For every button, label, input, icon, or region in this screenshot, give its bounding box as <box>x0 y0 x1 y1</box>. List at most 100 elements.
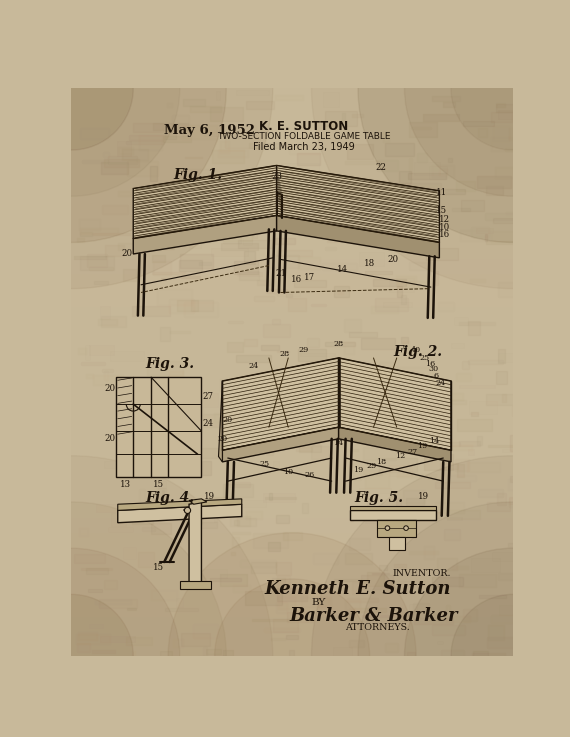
Text: K. E. SUTTON: K. E. SUTTON <box>259 120 348 133</box>
Bar <box>167 102 172 107</box>
Bar <box>146 361 182 375</box>
Bar <box>492 552 518 561</box>
Bar <box>230 482 250 487</box>
Bar <box>111 513 126 526</box>
Bar <box>288 650 294 659</box>
Bar <box>220 574 247 586</box>
Bar <box>182 125 217 139</box>
Bar <box>502 449 523 452</box>
Bar <box>509 128 524 141</box>
Text: INVENTOR.: INVENTOR. <box>393 569 451 578</box>
Bar <box>142 209 148 217</box>
Bar <box>478 489 503 497</box>
Bar <box>491 615 524 624</box>
Bar <box>203 414 231 427</box>
Circle shape <box>0 0 273 289</box>
Bar <box>344 319 361 332</box>
Circle shape <box>0 502 226 737</box>
Text: 10: 10 <box>439 223 450 231</box>
Bar <box>157 290 192 304</box>
Bar <box>473 651 487 663</box>
Bar <box>88 589 102 592</box>
Text: 19: 19 <box>418 492 429 501</box>
Bar <box>118 147 133 155</box>
Text: 15: 15 <box>153 563 164 572</box>
Text: 18: 18 <box>364 259 375 268</box>
Bar <box>396 498 401 513</box>
Bar <box>241 419 265 433</box>
Bar <box>435 502 465 513</box>
Bar <box>363 615 397 617</box>
Bar <box>223 234 242 242</box>
Text: 15: 15 <box>436 206 447 214</box>
Bar <box>487 502 510 511</box>
Bar <box>162 491 164 495</box>
Bar <box>86 345 90 360</box>
Bar <box>212 150 244 163</box>
Bar <box>378 565 386 570</box>
Bar <box>286 294 292 297</box>
Bar <box>432 577 463 586</box>
Bar <box>443 529 461 540</box>
Bar <box>354 608 385 612</box>
Bar <box>363 447 396 460</box>
Text: Fig. 1.: Fig. 1. <box>173 168 223 182</box>
Bar <box>402 490 425 503</box>
Bar <box>311 304 325 306</box>
Bar <box>461 200 484 211</box>
Bar <box>110 351 144 360</box>
Bar <box>414 618 453 624</box>
Text: 25: 25 <box>420 354 430 362</box>
Bar <box>269 493 272 500</box>
Bar <box>127 608 136 609</box>
Bar <box>378 395 390 397</box>
Bar <box>82 568 112 570</box>
Circle shape <box>404 525 408 531</box>
Text: 12: 12 <box>396 453 406 461</box>
Bar <box>294 280 326 287</box>
Bar <box>137 552 154 567</box>
Bar <box>263 324 290 337</box>
Text: Fig. 2.: Fig. 2. <box>393 345 442 359</box>
Bar <box>118 191 131 197</box>
Bar <box>272 318 280 324</box>
Bar <box>210 189 244 200</box>
Circle shape <box>168 533 416 737</box>
Text: Filed March 23, 1949: Filed March 23, 1949 <box>253 142 355 152</box>
Bar <box>390 581 425 584</box>
Bar <box>231 552 234 555</box>
Bar <box>151 590 177 600</box>
Bar <box>375 298 408 311</box>
Bar <box>462 360 469 369</box>
Bar <box>218 150 248 158</box>
Circle shape <box>311 455 570 737</box>
Text: May 6, 1952: May 6, 1952 <box>164 124 255 136</box>
Bar <box>498 573 524 580</box>
Text: TWO-SECTION FOLDABLE GAME TABLE: TWO-SECTION FOLDABLE GAME TABLE <box>217 133 390 142</box>
Bar <box>476 228 492 233</box>
Text: Fig. 5.: Fig. 5. <box>354 491 403 505</box>
Bar <box>76 634 109 644</box>
Bar <box>237 518 256 525</box>
Bar <box>180 260 202 271</box>
Bar <box>276 601 287 613</box>
Bar <box>300 354 335 356</box>
Bar <box>186 516 202 524</box>
Bar <box>142 511 170 513</box>
Bar <box>428 189 465 194</box>
Bar <box>149 452 177 460</box>
Bar <box>197 656 232 662</box>
Bar <box>241 225 254 229</box>
Bar <box>101 205 128 214</box>
Bar <box>173 639 183 647</box>
Bar <box>274 408 310 421</box>
Bar <box>275 95 303 100</box>
Bar <box>456 181 475 192</box>
Bar <box>165 608 198 611</box>
Bar <box>371 307 398 312</box>
Bar <box>187 404 201 419</box>
Bar <box>160 651 173 661</box>
Text: 20: 20 <box>223 416 233 424</box>
Bar <box>243 206 265 216</box>
Bar <box>86 567 108 575</box>
